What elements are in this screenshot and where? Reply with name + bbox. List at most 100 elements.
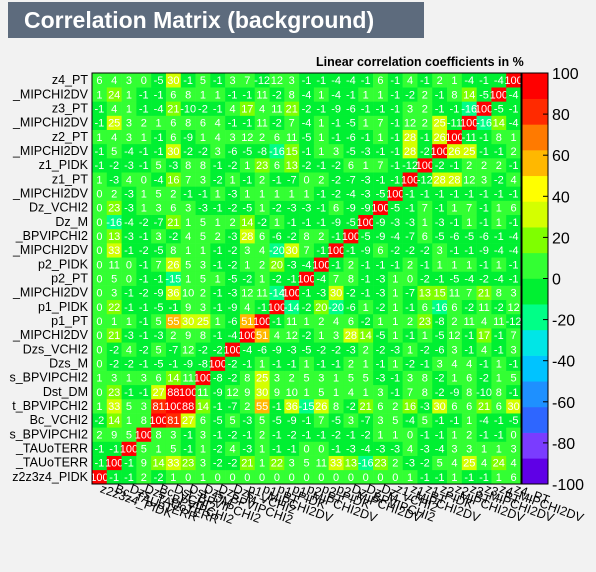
- heatmap-cell: [165, 342, 182, 357]
- cell-value-label: 1: [496, 217, 502, 229]
- heatmap-cell: [313, 271, 329, 286]
- heatmap-cell: [210, 87, 226, 102]
- cell-value-label: -3: [198, 203, 208, 215]
- heatmap-cell: [121, 441, 137, 456]
- heatmap-cell: [195, 356, 211, 371]
- cell-value-label: 1: [318, 146, 324, 158]
- heatmap-cell: [254, 243, 270, 258]
- cell-value-label: 9: [244, 387, 250, 399]
- cell-value-label: 6: [466, 373, 472, 385]
- cell-value-label: 3: [215, 146, 221, 158]
- cell-value-label: 0: [333, 472, 339, 484]
- heatmap-cell: [476, 101, 492, 116]
- heatmap-cell: [491, 214, 507, 230]
- cell-value-label: 1: [422, 330, 428, 342]
- heatmap-cell: [165, 214, 182, 230]
- heatmap-cell: [239, 299, 256, 315]
- cell-value-label: -1: [139, 160, 149, 172]
- cell-value-label: 11: [478, 302, 489, 314]
- cell-value-label: 0: [259, 472, 265, 484]
- cell-value-label: 4: [229, 444, 235, 456]
- heatmap-cell: [328, 384, 344, 400]
- heatmap-cell: [358, 73, 374, 88]
- cell-value-label: 2: [496, 160, 502, 172]
- heatmap-cell: [299, 143, 315, 159]
- heatmap-cell: [254, 313, 270, 329]
- color-scale-tick-label: 20: [552, 230, 570, 247]
- cell-value-label: 7: [156, 259, 162, 271]
- cell-value-label: -4: [494, 245, 504, 257]
- heatmap-cell: [343, 398, 359, 414]
- cell-value-label: -1: [242, 174, 252, 186]
- heatmap-cell: [506, 143, 522, 159]
- cell-value-label: -2: [124, 359, 134, 371]
- y-tick-label: _TAUoTERR: [15, 442, 88, 456]
- heatmap-cell: [387, 469, 403, 485]
- heatmap-cell: [343, 87, 359, 102]
- cell-value-label: 88: [167, 387, 179, 399]
- heatmap-cell: [151, 186, 167, 201]
- heatmap-cell: [491, 101, 507, 116]
- heatmap-cell: [269, 356, 285, 371]
- cell-value-label: -1: [376, 174, 386, 186]
- cell-value-label: 28: [404, 146, 416, 158]
- cell-value-label: -1: [390, 373, 400, 385]
- heatmap-cell: [284, 370, 300, 386]
- cell-value-label: -6: [346, 132, 356, 144]
- cell-value-label: -1: [331, 259, 341, 271]
- heatmap-cell: [491, 186, 507, 201]
- cell-value-label: 2: [318, 174, 324, 186]
- heatmap-cell: [387, 427, 403, 442]
- cell-value-label: -2: [494, 302, 504, 314]
- cell-value-label: -1: [479, 132, 489, 144]
- heatmap-cell: [328, 441, 344, 456]
- heatmap-cell: [432, 87, 448, 102]
- heatmap-cell: [461, 455, 477, 471]
- cell-value-label: 8: [333, 401, 339, 413]
- cell-value-label: -5: [242, 146, 252, 158]
- cell-value-label: 81: [167, 415, 179, 427]
- cell-value-label: 3: [200, 259, 206, 271]
- heatmap-cell: [506, 243, 522, 258]
- cell-value-label: 4: [511, 174, 517, 186]
- heatmap-cell: [387, 455, 403, 471]
- y-tick-label: _TAUoTERR: [15, 456, 88, 470]
- cell-value-label: 1: [289, 188, 295, 200]
- heatmap-cell: [299, 115, 315, 130]
- cell-value-label: 5: [348, 373, 354, 385]
- cell-value-label: -5: [228, 274, 238, 286]
- cell-value-label: 3: [318, 373, 324, 385]
- heatmap-cell: [373, 328, 389, 343]
- heatmap-cell: [136, 285, 152, 301]
- cell-value-label: 6: [170, 132, 176, 144]
- cell-value-label: -1: [361, 288, 371, 300]
- cell-value-label: 6: [466, 401, 472, 413]
- heatmap-cell: [373, 129, 389, 145]
- heatmap-cell: [417, 328, 433, 343]
- heatmap-cell: [447, 342, 463, 357]
- cell-value-label: -7: [228, 401, 238, 413]
- heatmap-cell: [284, 228, 300, 244]
- heatmap-cell: [195, 398, 211, 414]
- cell-value-label: 3: [333, 146, 339, 158]
- cell-value-label: -1: [509, 188, 519, 200]
- heatmap-cell: [92, 186, 108, 201]
- heatmap-cell: [136, 413, 152, 428]
- cell-value-label: -3: [154, 330, 164, 342]
- heatmap-cell: [269, 441, 285, 456]
- cell-value-label: 5: [126, 401, 132, 413]
- heatmap-cell: [92, 398, 108, 414]
- heatmap-cell: [195, 455, 211, 471]
- heatmap-cell: [195, 172, 211, 187]
- heatmap-cell: [447, 186, 463, 201]
- heatmap-cell: [106, 214, 122, 230]
- heatmap-cell: [299, 342, 315, 357]
- cell-value-label: 8: [156, 429, 162, 441]
- heatmap-cell: [254, 257, 270, 272]
- cell-value-label: 51: [241, 316, 253, 328]
- heatmap-cell: [210, 101, 226, 116]
- heatmap-cell: [402, 469, 418, 485]
- cell-value-label: 26: [448, 146, 460, 158]
- cell-value-label: -1: [316, 203, 326, 215]
- heatmap-cell: [417, 285, 433, 301]
